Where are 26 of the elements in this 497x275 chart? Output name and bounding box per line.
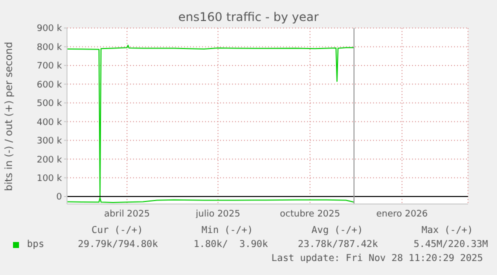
y-tick-label: 0: [56, 192, 62, 203]
text: 29.79k/794.80k: [78, 239, 158, 250]
text: 1.80k/ 3.90k: [194, 239, 268, 250]
x-tick-label: octubre 2025: [280, 209, 340, 220]
y-tick-label: 500 k: [36, 99, 63, 110]
text: 23.78k/787.42k: [298, 239, 378, 250]
chart-title: ens160 traffic - by year: [177, 10, 320, 24]
y-axis-title: bits in (-) / out (+) per second: [4, 40, 16, 193]
x-tick-label: enero 2026: [376, 209, 428, 220]
text: 5.45M/220.33M: [414, 239, 488, 250]
text: Min (-/+): [202, 225, 253, 236]
y-tick-label: 400 k: [36, 118, 63, 128]
text: Max (-/+): [422, 225, 473, 236]
text: Last update: Fri Nov 28 11:20:29 2025: [271, 253, 483, 264]
text: Cur (-/+): [92, 225, 143, 236]
y-tick-label: 800 k: [36, 42, 63, 53]
y-tick-label: 300 k: [36, 136, 63, 147]
y-tick-label: 200 k: [36, 155, 63, 166]
legend-label: bps: [26, 239, 44, 250]
x-tick-label: julio 2025: [194, 209, 240, 220]
y-tick-label: 100 k: [36, 174, 63, 184]
x-tick-label: abril 2025: [104, 209, 150, 220]
text: Avg (-/+): [312, 225, 363, 236]
y-tick-label: 600 k: [36, 80, 63, 90]
y-tick-label: 900 k: [36, 24, 63, 34]
y-tick-label: 700 k: [36, 62, 63, 72]
